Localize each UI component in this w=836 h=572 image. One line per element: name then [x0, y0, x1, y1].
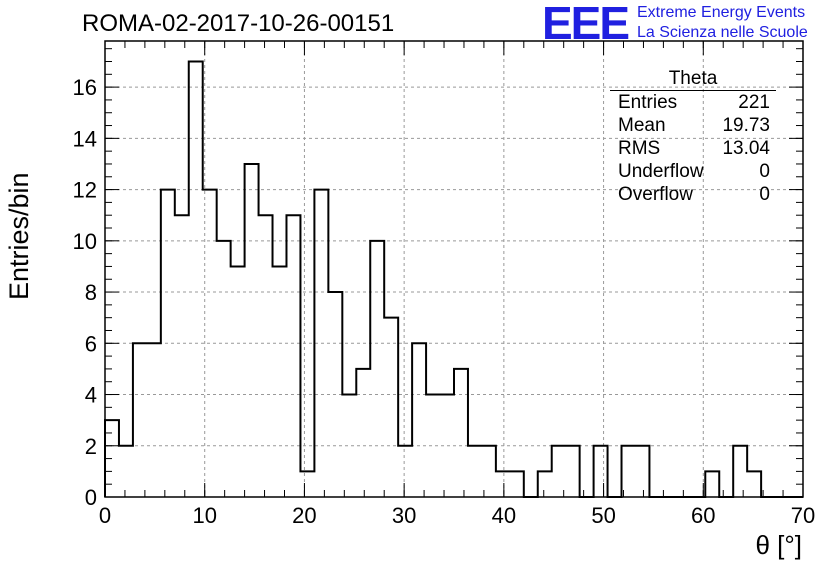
y-axis-label: Entries/bin: [4, 172, 34, 300]
stats-value: 13.04: [722, 138, 770, 159]
histogram-bin: [342, 395, 356, 497]
histogram-bin: [705, 471, 719, 497]
x-tick-label: 30: [392, 503, 416, 528]
histogram-bin: [245, 164, 259, 497]
histogram-bin: [747, 471, 761, 497]
y-tick-label: 8: [85, 280, 97, 305]
histogram-bin: [147, 343, 161, 497]
plot-frame: [104, 40, 804, 498]
stats-row-overflow: Overflow 0: [610, 183, 776, 206]
stats-label: Overflow: [618, 184, 693, 205]
stats-value: 0: [759, 161, 770, 182]
logo-line-2: La Scienza nelle Scuole: [637, 24, 808, 41]
histogram-bin: [733, 446, 747, 497]
x-tick-label: 10: [192, 503, 216, 528]
histogram-bin: [300, 471, 314, 497]
x-axis-label: θ [°]: [755, 530, 802, 560]
histogram-bin: [133, 343, 147, 497]
stats-box: Theta Entries 221 Mean 19.73 RMS 13.04 U…: [610, 68, 776, 206]
histogram-bin: [622, 446, 636, 497]
histogram-bin: [217, 241, 231, 497]
histogram-bin: [286, 215, 300, 497]
histogram-bin: [356, 369, 370, 497]
histogram-bin: [189, 61, 203, 497]
histogram-bin: [468, 446, 482, 497]
y-tick-label: 4: [85, 383, 97, 408]
stats-label: Underflow: [618, 161, 704, 182]
histogram-bin: [273, 266, 287, 497]
histogram-bin: [259, 215, 273, 497]
y-tick-label: 16: [73, 75, 97, 100]
y-tick-label: 0: [85, 485, 97, 510]
x-tick-label: 60: [691, 503, 715, 528]
x-tick-label: 50: [591, 503, 615, 528]
histogram-bin: [175, 215, 189, 497]
chart-title: ROMA-02-2017-10-26-00151: [82, 10, 395, 37]
histogram-bin: [370, 241, 384, 497]
x-tick-label: 0: [99, 503, 111, 528]
histogram-bin: [538, 471, 552, 497]
y-tick-label: 12: [73, 178, 97, 203]
stats-label: RMS: [618, 138, 661, 159]
histogram-bin: [119, 446, 133, 497]
histogram-bin: [510, 471, 524, 497]
eee-logo: EEE: [542, 0, 630, 49]
stats-value: 221: [738, 92, 770, 113]
histogram-bin: [231, 266, 245, 497]
histogram-bin: [454, 369, 468, 497]
y-tick-label: 6: [85, 331, 97, 356]
x-tick-label: 70: [791, 503, 815, 528]
histogram-bin: [594, 446, 608, 497]
logo-line-1: Extreme Energy Events: [637, 4, 806, 21]
y-tick-label: 14: [73, 126, 97, 151]
histogram-bin: [552, 446, 566, 497]
stats-label: Entries: [618, 92, 678, 113]
histogram-bin: [412, 343, 426, 497]
stats-row-mean: Mean 19.73: [610, 114, 776, 137]
histogram-bin: [566, 446, 580, 497]
y-tick-label: 2: [85, 434, 97, 459]
x-tick-label: 20: [292, 503, 316, 528]
x-tick-label: 40: [492, 503, 516, 528]
stats-row-rms: RMS 13.04: [610, 137, 776, 160]
stats-value: 19.73: [722, 115, 770, 136]
histogram-bin: [496, 471, 510, 497]
stats-row-underflow: Underflow 0: [610, 160, 776, 183]
histogram-bin: [635, 446, 649, 497]
stats-label: Mean: [618, 115, 666, 136]
stats-title: Theta: [610, 68, 776, 91]
histogram-bin: [482, 446, 496, 497]
histogram-bin: [384, 318, 398, 497]
stats-value: 0: [759, 184, 770, 205]
histogram-bin: [398, 446, 412, 497]
stats-row-entries: Entries 221: [610, 91, 776, 114]
y-tick-label: 10: [73, 229, 97, 254]
